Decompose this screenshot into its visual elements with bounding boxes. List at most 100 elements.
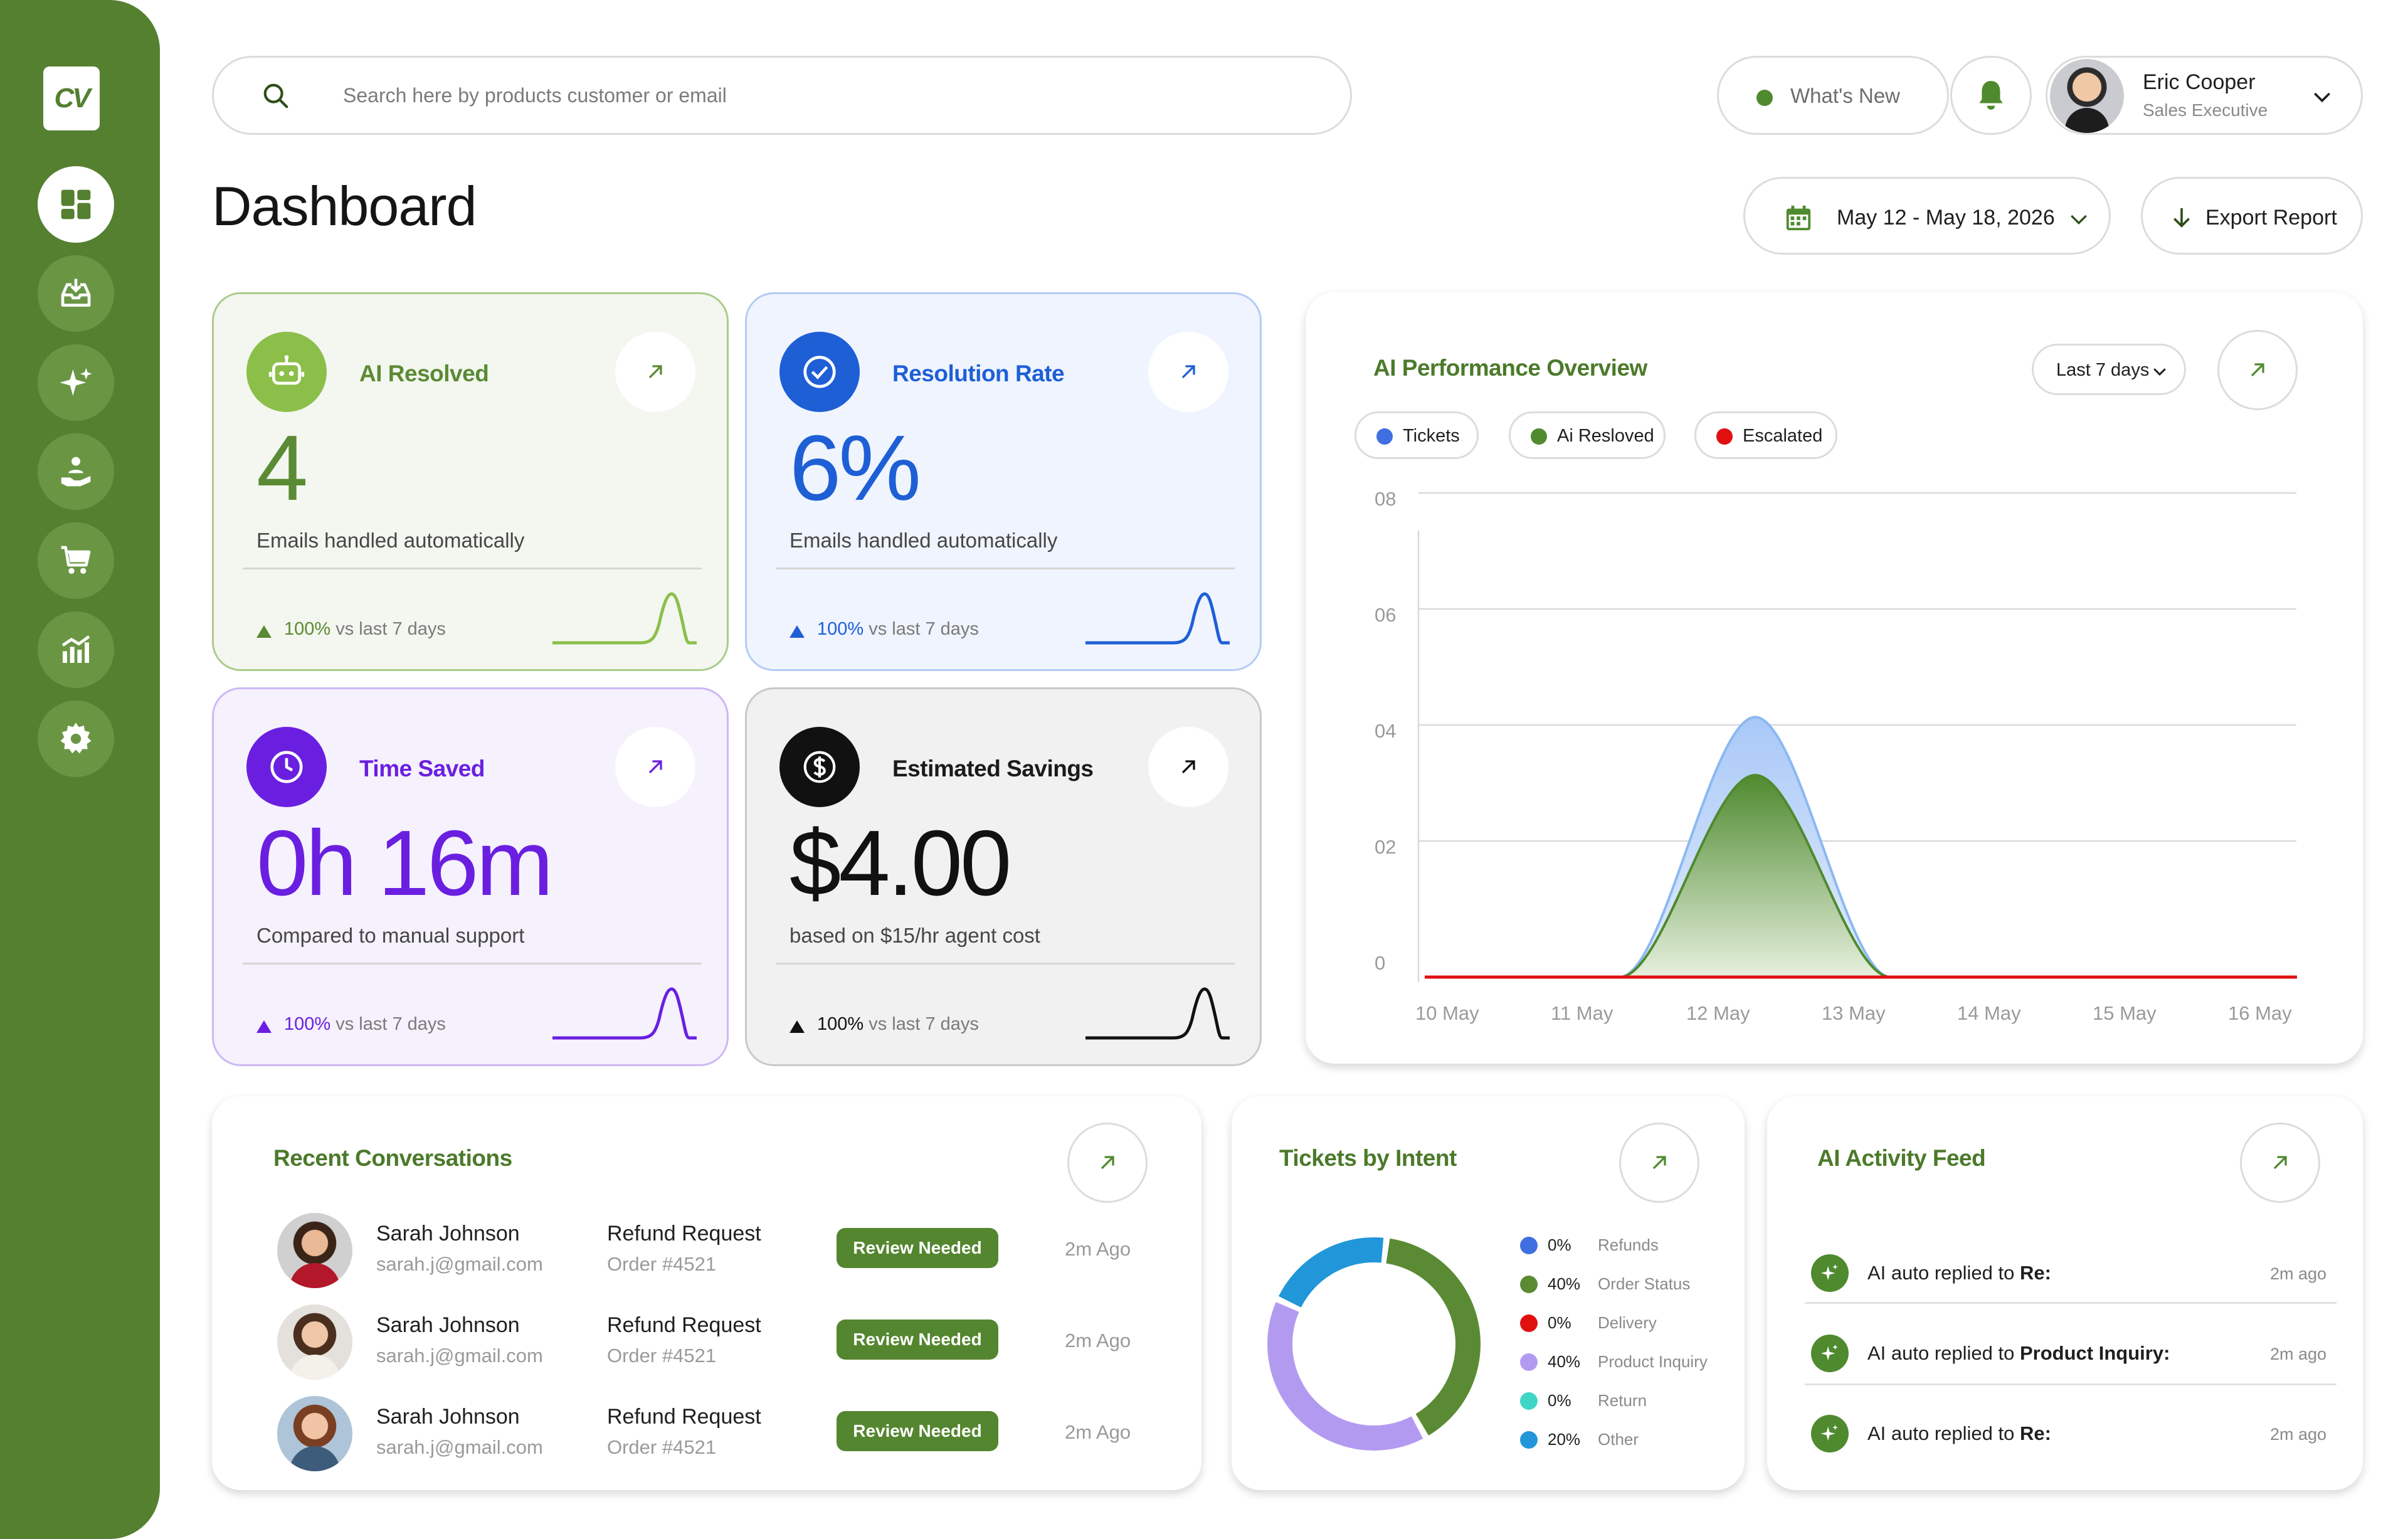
avatar xyxy=(277,1213,352,1288)
sparkles-icon xyxy=(60,368,92,396)
legend-percent: 0% xyxy=(1548,1313,1571,1332)
sidebar: CV xyxy=(0,0,160,1539)
donut-slice-other[interactable] xyxy=(1278,1237,1384,1308)
conversation-type: Refund Request xyxy=(607,1222,761,1245)
trend-percent: 100% xyxy=(817,1014,864,1034)
open-details-button[interactable] xyxy=(615,727,695,807)
export-report-button[interactable]: Export Report xyxy=(2141,177,2363,255)
legend-item-escalated[interactable]: Escalated xyxy=(1694,411,1837,459)
sidebar-item-orders[interactable] xyxy=(38,522,114,599)
legend-item-return[interactable]: 0% Return xyxy=(1520,1388,1733,1414)
sidebar-item-settings[interactable] xyxy=(38,701,114,777)
timestamp: 2m ago xyxy=(2270,1425,2327,1444)
conversation-type: Refund Request xyxy=(607,1405,761,1429)
timestamp: 2m Ago xyxy=(1065,1330,1131,1351)
robot-icon xyxy=(246,332,327,412)
dashboard-grid-icon xyxy=(61,189,91,219)
sidebar-item-dashboard[interactable] xyxy=(38,166,114,243)
contact-name: Sarah Johnson xyxy=(376,1313,520,1337)
contact-email: sarah.j@gmail.com xyxy=(376,1253,543,1275)
legend-item-tickets[interactable]: Tickets xyxy=(1354,411,1479,459)
open-details-button[interactable] xyxy=(1067,1123,1148,1203)
sidebar-item-analytics[interactable] xyxy=(38,611,114,688)
legend-dot xyxy=(1520,1237,1538,1254)
table-row[interactable]: Sarah Johnson sarah.j@gmail.com Refund R… xyxy=(212,1213,1201,1292)
search-input[interactable] xyxy=(343,77,1284,114)
legend-item-ai-resolved[interactable]: Ai Resloved xyxy=(1509,411,1666,459)
arrow-up-right-icon xyxy=(1101,1156,1114,1170)
legend-percent: 0% xyxy=(1548,1235,1571,1254)
status-badge[interactable]: Review Needed xyxy=(837,1228,998,1268)
divider xyxy=(776,568,1235,569)
list-item[interactable]: AI auto replied to Product Inquiry: 2m a… xyxy=(1805,1326,2337,1382)
tickets-by-intent-panel: Tickets by Intent 0% Refunds 40% Order Stat… xyxy=(1232,1096,1745,1490)
metric-subtitle: based on $15/hr agent cost xyxy=(789,924,1040,947)
status-badge[interactable]: Review Needed xyxy=(837,1320,998,1360)
arrow-up-right-icon xyxy=(2273,1156,2287,1170)
divider xyxy=(1805,1302,2337,1304)
open-details-button[interactable] xyxy=(1148,727,1228,807)
list-item[interactable]: AI auto replied to Re: 2m ago xyxy=(1805,1406,2337,1462)
range-dropdown[interactable]: Last 7 days xyxy=(2032,344,2186,395)
legend-item-order-status[interactable]: 40% Order Status xyxy=(1520,1272,1733,1297)
inbox-download-icon xyxy=(61,278,91,307)
divider xyxy=(243,963,702,965)
whats-new-button[interactable]: What's New xyxy=(1717,56,1949,135)
table-row[interactable]: Sarah Johnson sarah.j@gmail.com Refund R… xyxy=(212,1396,1201,1475)
ai-activity-feed-panel: AI Activity Feed AI auto replied to Re: … xyxy=(1767,1096,2363,1490)
search-icon xyxy=(263,83,288,108)
y-tick-label: 06 xyxy=(1375,604,1396,626)
open-details-button[interactable] xyxy=(1619,1123,1699,1203)
sparkline xyxy=(1085,592,1230,645)
legend-dot xyxy=(1520,1392,1538,1410)
open-details-button[interactable] xyxy=(2240,1123,2320,1203)
brand-logo[interactable]: CV xyxy=(43,66,100,130)
trend-period: vs last 7 days xyxy=(869,1014,979,1034)
open-details-button[interactable] xyxy=(1148,332,1228,412)
sidebar-item-inbox[interactable] xyxy=(38,255,114,332)
legend-item-refunds[interactable]: 0% Refunds xyxy=(1520,1233,1733,1258)
order-number: Order #4521 xyxy=(607,1345,717,1367)
chevron-down-icon xyxy=(2071,214,2087,225)
activity-text: AI auto replied to Re: xyxy=(1867,1422,2051,1445)
trend-text: 100% vs last 7 days xyxy=(817,619,979,640)
x-tick-label: 14 May xyxy=(1957,1002,2021,1024)
legend-item-other[interactable]: 20% Other xyxy=(1520,1427,1733,1452)
trend-up-icon xyxy=(256,625,272,638)
order-number: Order #4521 xyxy=(607,1253,717,1275)
order-number: Order #4521 xyxy=(607,1436,717,1458)
calendar-icon xyxy=(1786,205,1811,231)
open-details-button[interactable] xyxy=(615,332,695,412)
contact-email: sarah.j@gmail.com xyxy=(376,1345,543,1367)
legend-item-product-inquiry[interactable]: 40% Product Inquiry xyxy=(1520,1350,1733,1375)
x-tick-label: 12 May xyxy=(1686,1002,1750,1024)
user-profile-menu[interactable]: Eric Cooper Sales Executive xyxy=(2046,56,2363,135)
card-title: AI Resolved xyxy=(359,361,489,386)
panel-title: Tickets by Intent xyxy=(1279,1145,1457,1171)
date-range-picker[interactable]: May 12 - May 18, 2026 xyxy=(1743,177,2111,255)
sidebar-item-support[interactable] xyxy=(38,433,114,510)
legend-label: Escalated xyxy=(1743,426,1823,446)
arrow-up-right-icon xyxy=(1181,365,1195,379)
hand-user-icon xyxy=(61,457,91,487)
notifications-button[interactable] xyxy=(1950,56,2032,135)
contact-name: Sarah Johnson xyxy=(376,1222,520,1245)
donut-slice-order-status[interactable] xyxy=(1386,1238,1481,1436)
metric-card-resolution-rate: Resolution Rate 6% Emails handled automa… xyxy=(745,292,1262,671)
list-item[interactable]: AI auto replied to Re: 2m ago xyxy=(1805,1245,2337,1302)
donut-slice-product-inquiry[interactable] xyxy=(1267,1302,1423,1451)
legend-percent: 0% xyxy=(1548,1391,1571,1410)
card-title: Resolution Rate xyxy=(892,361,1065,386)
status-badge[interactable]: Review Needed xyxy=(837,1411,998,1451)
range-label: Last 7 days xyxy=(2056,360,2150,380)
trend-text: 100% vs last 7 days xyxy=(284,619,446,640)
y-tick-label: 08 xyxy=(1375,488,1396,510)
activity-prefix: AI auto replied to xyxy=(1867,1342,2020,1364)
table-row[interactable]: Sarah Johnson sarah.j@gmail.com Refund R… xyxy=(212,1304,1201,1383)
sidebar-item-ai[interactable] xyxy=(38,344,114,421)
user-name: Eric Cooper xyxy=(2143,70,2256,94)
legend-item-delivery[interactable]: 0% Delivery xyxy=(1520,1311,1733,1336)
trend-text: 100% vs last 7 days xyxy=(284,1014,446,1035)
open-details-button[interactable] xyxy=(2217,330,2298,410)
chevron-down-icon xyxy=(2153,368,2166,376)
